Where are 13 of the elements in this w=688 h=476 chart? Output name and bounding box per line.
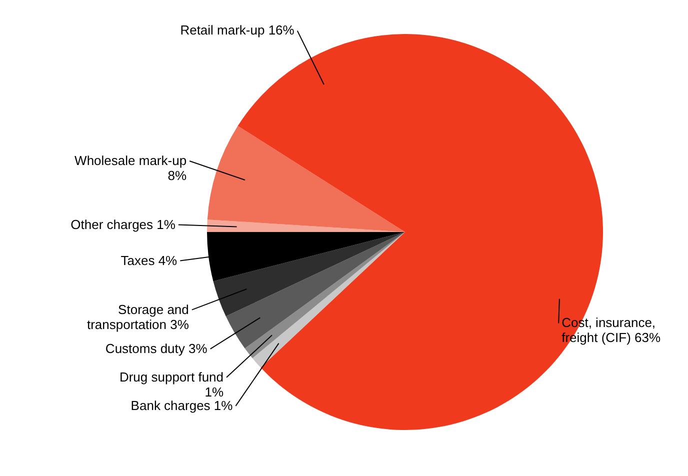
slice-label: Customs duty 3% (105, 340, 208, 356)
slice-label: Bank charges 1% (130, 398, 234, 413)
pie-slice (226, 232, 405, 348)
pie-slice (213, 232, 405, 316)
slice-label: Other charges 1% (70, 216, 176, 232)
slice-label: Drug support fund (119, 369, 224, 384)
data-label: 1% (204, 384, 224, 400)
data-label: 8% (168, 168, 187, 184)
slice-label: Taxes 4% (120, 252, 178, 268)
pie-slice (207, 126, 405, 232)
slice-label: Wholesale mark-up (74, 153, 187, 168)
slice-label: Retail mark-up 16% (180, 22, 295, 38)
slice-label: Storage and transportation 3% (86, 302, 190, 332)
